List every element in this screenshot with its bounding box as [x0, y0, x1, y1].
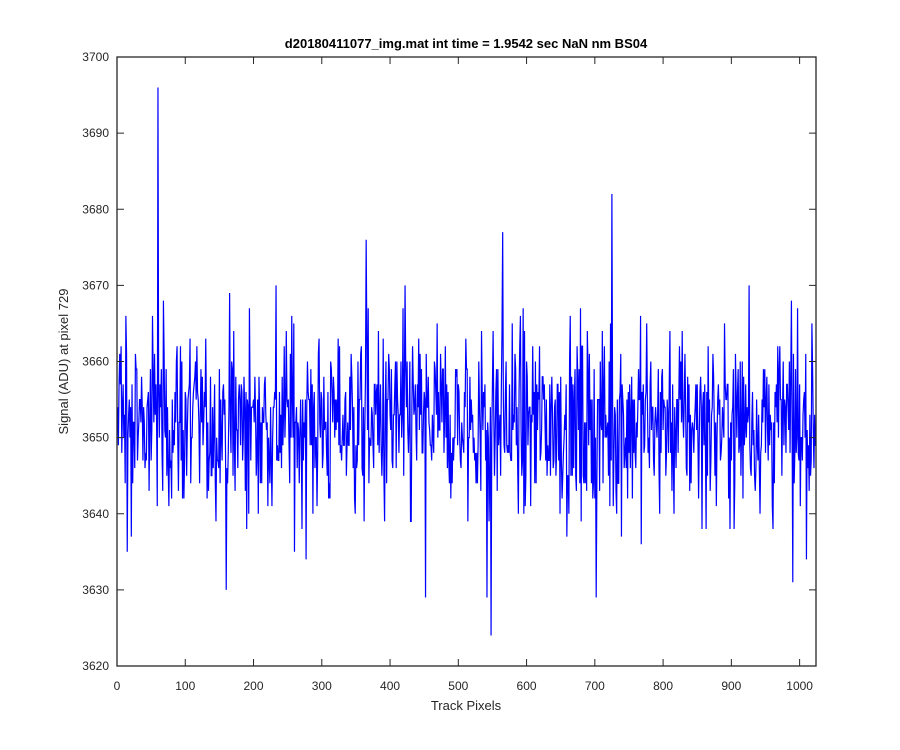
- x-tick-label: 700: [585, 679, 605, 693]
- x-ticks: 0 100 200 300 400 500 600 700 800 900 1000: [114, 57, 813, 693]
- x-axis-label: Track Pixels: [431, 698, 502, 713]
- y-tick-label: 3620: [82, 659, 109, 673]
- y-tick-label: 3670: [82, 278, 109, 292]
- signal-series-line: [117, 87, 816, 636]
- x-tick-label: 300: [312, 679, 332, 693]
- y-ticks: 3620 3630 3640 3650 3660 3670 3680 3690 3700: [82, 50, 816, 673]
- x-tick-label: 400: [380, 679, 400, 693]
- y-axis-label: Signal (ADU) at pixel 729: [56, 289, 71, 435]
- x-tick-label: 0: [114, 679, 121, 693]
- chart-title: d20180411077_img.mat int time = 1.9542 s…: [285, 36, 648, 51]
- x-tick-label: 100: [175, 679, 195, 693]
- y-tick-label: 3650: [82, 431, 109, 445]
- y-tick-label: 3640: [82, 507, 109, 521]
- y-tick-label: 3700: [82, 50, 109, 64]
- x-tick-label: 600: [517, 679, 537, 693]
- y-tick-label: 3690: [82, 126, 109, 140]
- x-tick-label: 800: [653, 679, 673, 693]
- x-tick-label: 500: [448, 679, 468, 693]
- x-tick-label: 900: [721, 679, 741, 693]
- series-layer: [117, 87, 816, 636]
- y-tick-label: 3680: [82, 202, 109, 216]
- y-tick-label: 3630: [82, 583, 109, 597]
- x-tick-label: 1000: [786, 679, 813, 693]
- x-tick-label: 200: [244, 679, 264, 693]
- axes: 0 100 200 300 400 500 600 700 800 900 1000 3620 363…: [82, 50, 817, 693]
- y-tick-label: 3660: [82, 355, 109, 369]
